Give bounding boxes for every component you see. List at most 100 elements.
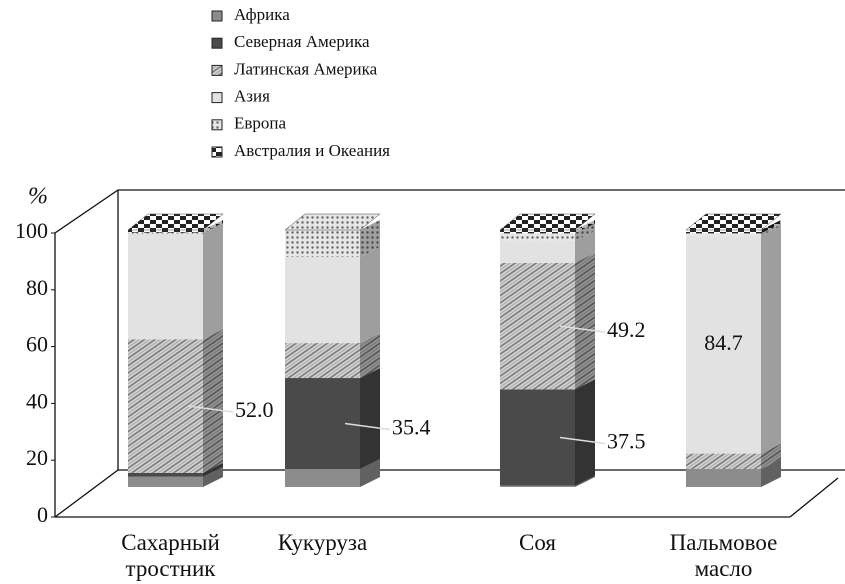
y-tick-label: 20	[26, 445, 48, 470]
value-label: 37.5	[607, 429, 646, 454]
y-tick-label: 60	[26, 332, 48, 357]
bar-side	[360, 459, 380, 487]
bar-side-shade	[575, 231, 595, 263]
bar-side	[203, 462, 223, 477]
bar-segment	[500, 230, 575, 234]
y-tick-label: 40	[26, 388, 48, 413]
bar-side-shade	[203, 466, 223, 487]
bar-segment	[285, 469, 360, 487]
legend-label: Австралия и Океания	[234, 141, 390, 160]
bar-side-shade	[575, 220, 595, 234]
y-axis-label: %	[28, 184, 48, 210]
bar-side	[761, 223, 781, 236]
bar-side	[575, 475, 595, 487]
legend-swatch	[211, 146, 223, 158]
bar-side	[203, 223, 223, 340]
x-tick-label: Кукуруза	[277, 530, 368, 555]
bar-side	[575, 379, 595, 486]
x-tick-label: Сахарный тростник	[121, 530, 220, 581]
legend-swatch	[211, 10, 223, 22]
bar-side	[761, 225, 781, 454]
bar-side-shade	[203, 462, 223, 477]
bar-segment	[285, 343, 360, 379]
bar-side-shade	[761, 443, 781, 470]
value-label: 52.0	[235, 397, 274, 422]
axes	[54, 189, 845, 518]
bar-side-shade	[575, 252, 595, 390]
bar-side-shade	[203, 222, 223, 234]
bar-side-shade	[360, 368, 380, 470]
bar-side	[575, 231, 595, 263]
bar-side	[203, 220, 223, 233]
value-label: 49.2	[607, 317, 646, 342]
legend-label: Латинская Америка	[234, 59, 378, 78]
bar-side-shade	[761, 459, 781, 487]
leader-line	[344, 422, 391, 431]
bar-side-shade	[360, 333, 380, 379]
bar-segment	[686, 469, 761, 487]
bar-segment	[285, 256, 360, 344]
bar-side	[360, 333, 380, 379]
bar-segment	[128, 232, 203, 234]
bar-cap	[499, 213, 596, 231]
bar-segment	[686, 230, 761, 234]
bar-side-shade	[575, 475, 595, 487]
value-label: 84.7	[704, 330, 743, 355]
legend-label: Северная Америка	[234, 32, 370, 51]
legend-swatch	[211, 64, 223, 76]
bar-cap	[127, 213, 224, 231]
bar-side-shade	[360, 220, 380, 257]
bar-segment	[500, 233, 575, 242]
bar-segment	[500, 241, 575, 263]
bar-side-shade	[575, 379, 595, 486]
bar-side	[761, 220, 781, 234]
legend-label: Азия	[234, 87, 270, 106]
bar-side	[575, 223, 595, 242]
legend-label: Европа	[234, 114, 287, 133]
legend-swatch	[211, 37, 223, 49]
axis-wall	[54, 189, 845, 517]
bar-side	[761, 443, 781, 470]
bar-side	[203, 222, 223, 234]
leader-line	[187, 405, 234, 413]
bar-side-shade	[360, 459, 380, 487]
legend-swatch	[211, 92, 223, 104]
y-tick-label: 80	[26, 275, 48, 300]
bar-segment	[128, 472, 203, 477]
bar-side	[360, 246, 380, 344]
bar-side-shade	[761, 220, 781, 234]
bar-side	[575, 252, 595, 390]
floor-right	[789, 477, 839, 518]
bar-side-shade	[575, 223, 595, 242]
bar-side-shade	[761, 225, 781, 454]
bar-segment	[128, 230, 203, 233]
y-tick-label: 100	[15, 218, 48, 243]
value-label: 35.4	[392, 415, 431, 440]
bar-side	[575, 220, 595, 234]
legend-swatch	[211, 119, 223, 131]
bar-side	[203, 466, 223, 487]
bar-segment	[500, 485, 575, 487]
label-bg	[691, 330, 756, 359]
bar-side	[360, 368, 380, 470]
legend-label: Африка	[234, 5, 290, 24]
bar-cap	[284, 213, 381, 231]
bar-segment	[686, 453, 761, 470]
bar-side-shade	[761, 223, 781, 236]
x-tick-label: Соя	[519, 530, 556, 555]
leader-line	[559, 436, 606, 445]
bar-segment	[686, 233, 761, 236]
y-tick-label: 0	[37, 502, 48, 527]
bar-segment	[128, 233, 203, 340]
bar-side-shade	[360, 246, 380, 344]
bar-side-shade	[203, 220, 223, 233]
bar-segment	[285, 230, 360, 257]
floor-left	[54, 469, 119, 518]
x-tick-label: Пальмовое масло	[669, 530, 778, 581]
leader-line	[559, 325, 606, 333]
bar-segment	[128, 476, 203, 487]
bar-side	[761, 459, 781, 487]
bar-cap	[685, 213, 782, 231]
